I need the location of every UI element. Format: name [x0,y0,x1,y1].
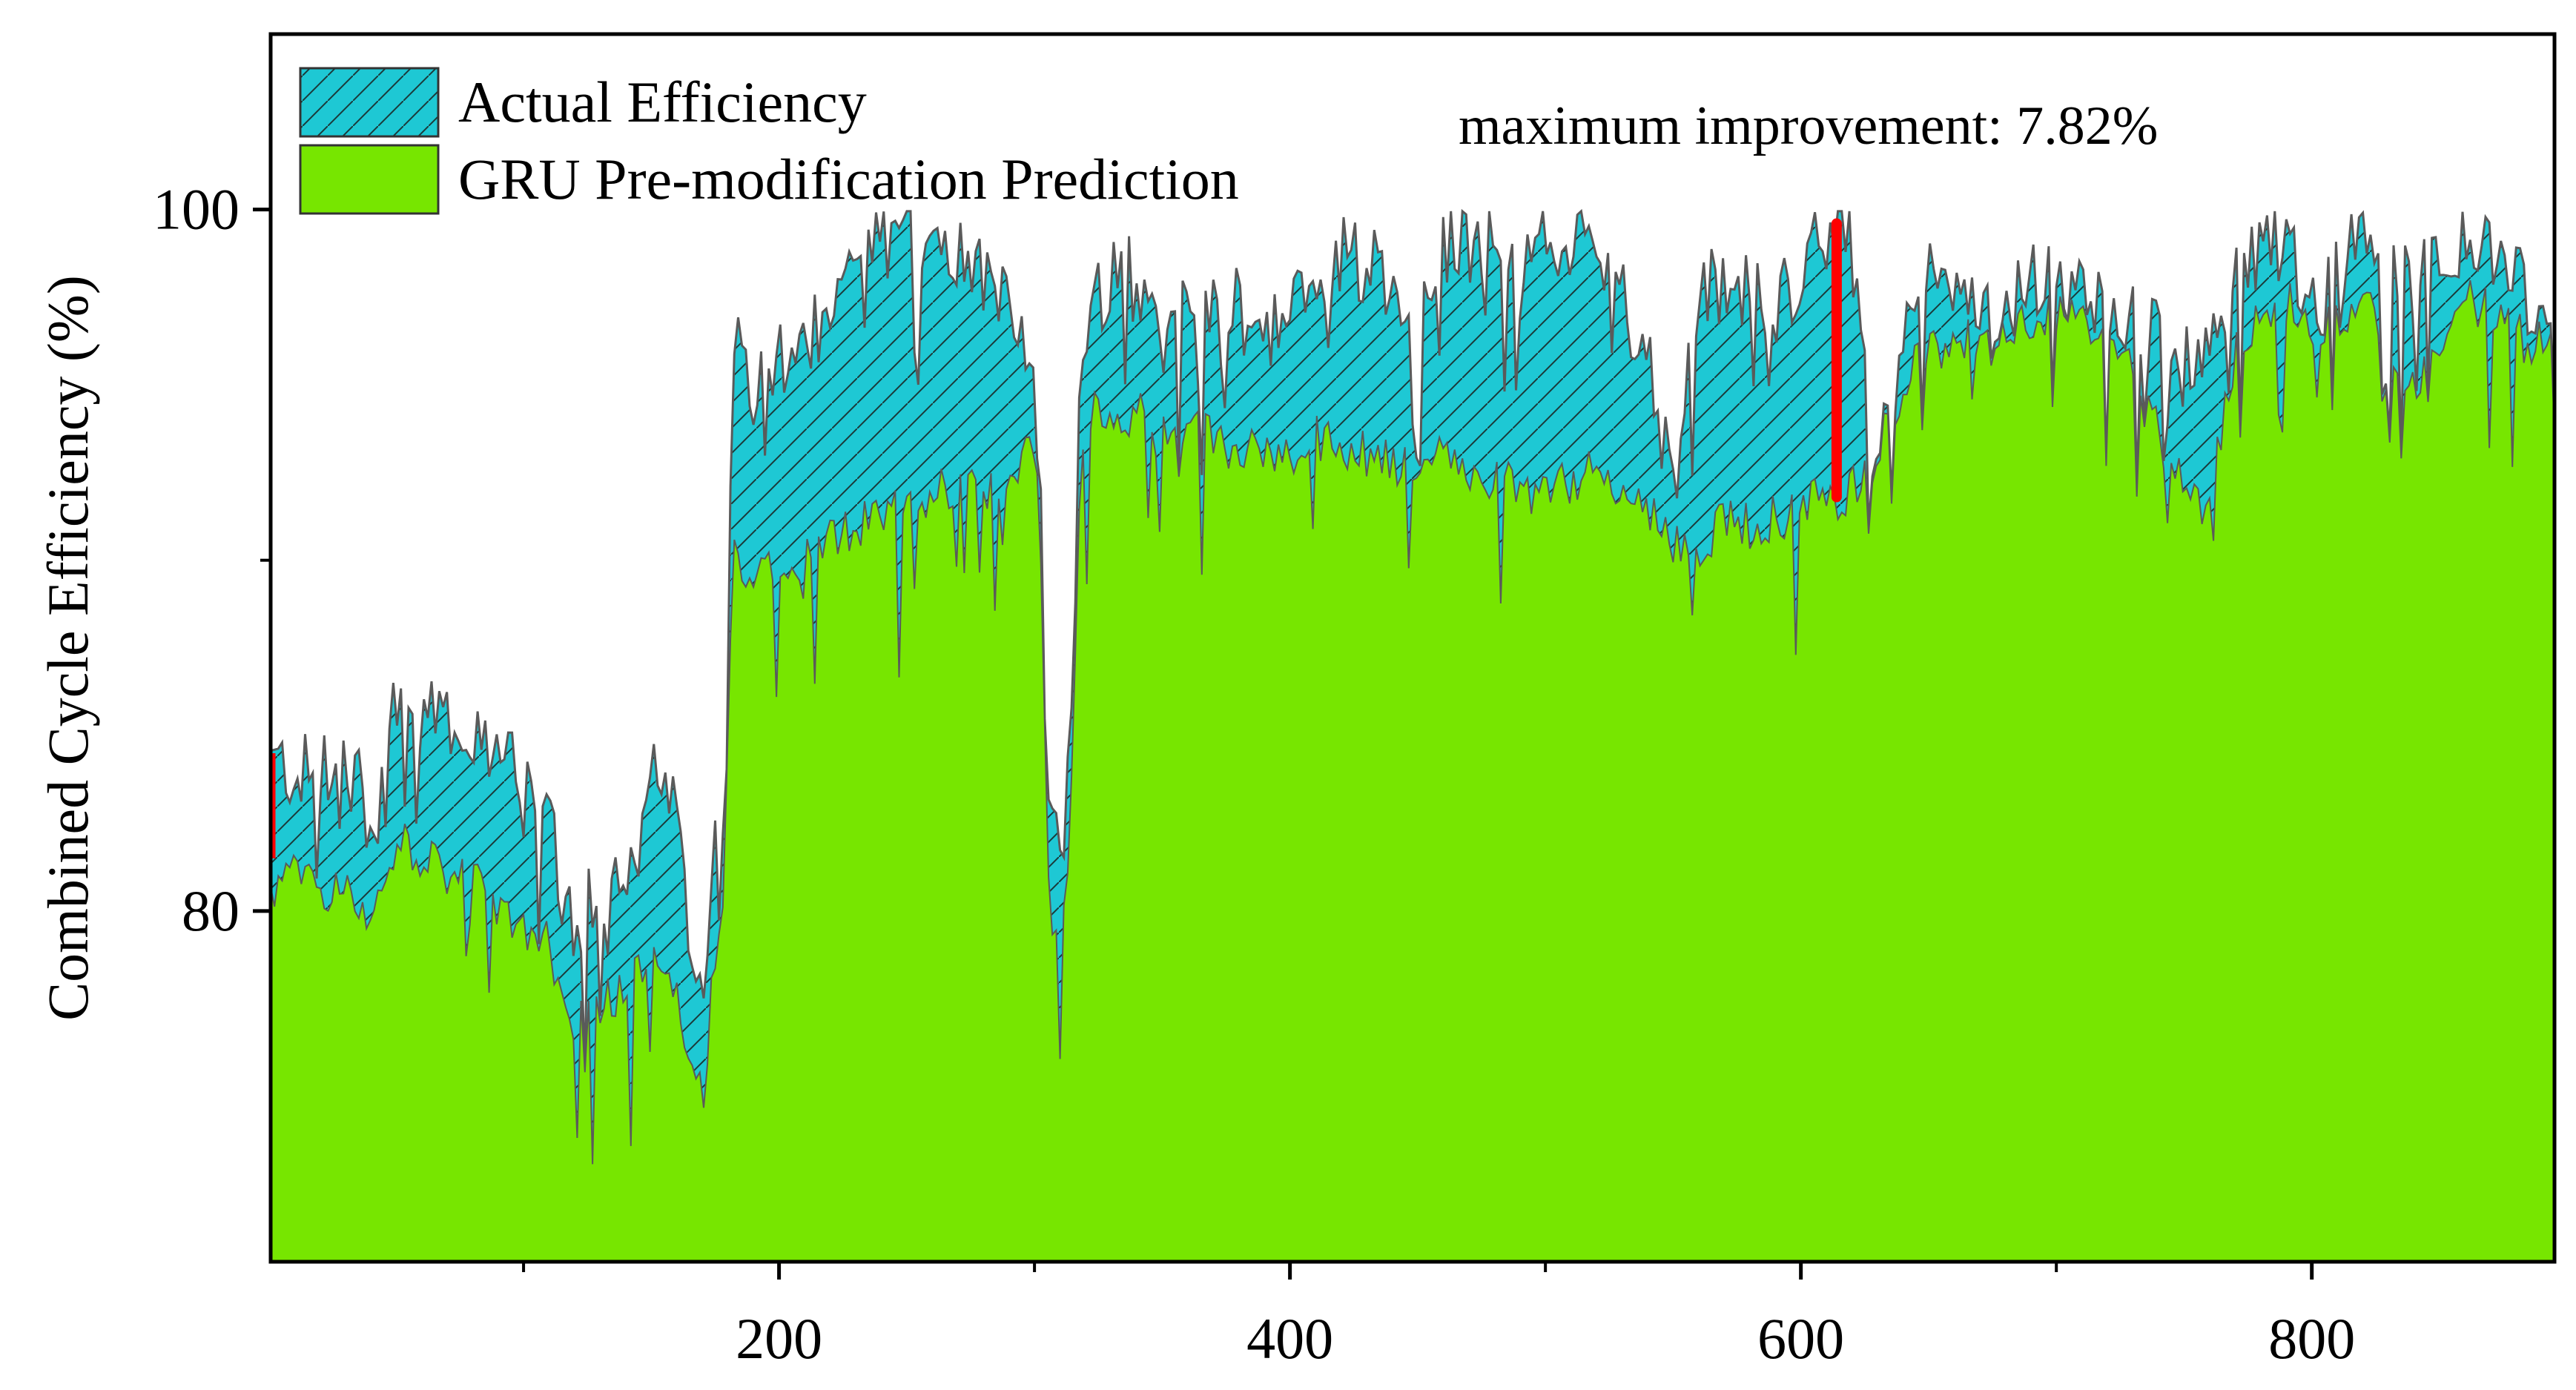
x-tick-label-200: 200 [736,1306,822,1371]
legend-label-prediction: GRU Pre-modification Prediction [458,147,1239,211]
x-tick-label-600: 600 [1757,1306,1844,1371]
plot-area [271,208,2554,1262]
annotation-max-improvement: maximum improvement: 7.82% [1459,96,2158,156]
y-tick-label-100: 100 [153,177,240,242]
y-axis-ticks: 80 100 [153,177,271,943]
plot-frame [268,32,2557,1264]
legend-swatch-prediction [299,144,440,215]
gru-prediction-area [271,280,2554,1262]
x-axis-ticks: 200 400 600 800 [522,1262,2355,1371]
x-tick-label-800: 800 [2268,1306,2355,1371]
legend: Actual Efficiency GRU Pre-modification P… [299,67,1239,215]
legend-swatch-actual [299,67,440,138]
x-tick-label-400: 400 [1246,1306,1333,1371]
y-axis-title: Combined Cycle Efficiency (%) [36,275,100,1021]
y-tick-label-80: 80 [182,878,240,943]
legend-label-actual: Actual Efficiency [458,70,867,134]
